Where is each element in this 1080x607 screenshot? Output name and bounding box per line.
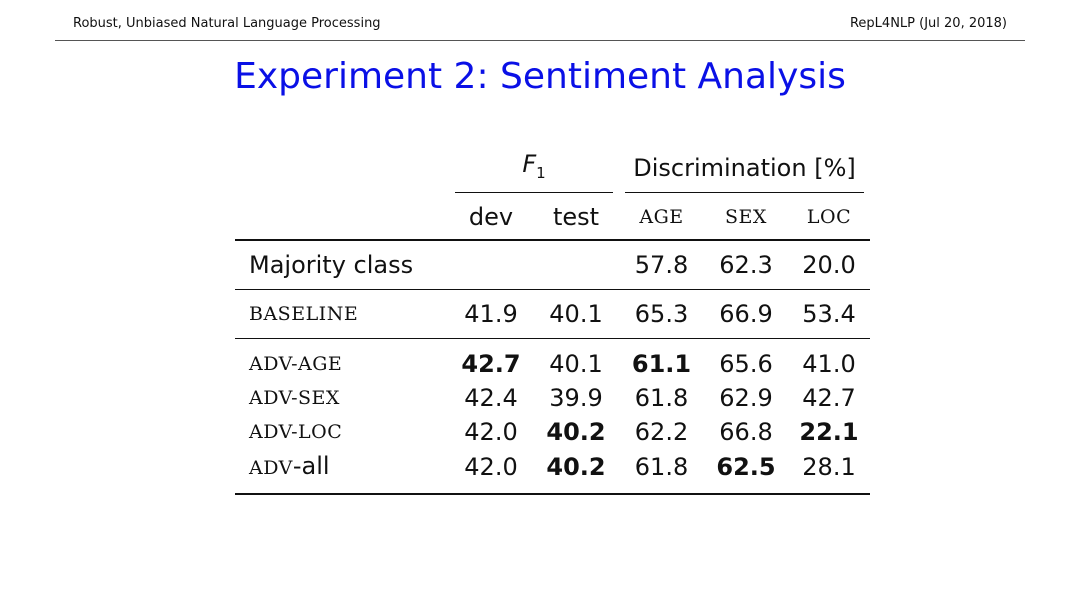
row-label: Majority class xyxy=(235,239,449,290)
f1-label: F1 xyxy=(522,150,546,182)
header-right-venue: RepL4NLP (Jul 20, 2018) xyxy=(849,16,1007,31)
table-row-adv-age: ADV-AGE 42.7 40.1 61.1 65.6 41.0 xyxy=(235,338,870,381)
discrimination-group-header: Discrimination [%] xyxy=(619,142,870,195)
row-label: ADV-SEX xyxy=(249,386,340,409)
col-header-test: test xyxy=(533,194,619,241)
table-row-baseline: BASELINE 41.9 40.1 65.3 66.9 53.4 xyxy=(235,289,870,339)
col-header-age: AGE xyxy=(619,194,704,241)
row-label: ADV-LOC xyxy=(249,420,343,443)
table-row-adv-all: ADV-all 42.0 40.2 61.8 62.5 28.1 xyxy=(235,448,870,495)
table-row-majority: Majority class 57.8 62.3 20.0 xyxy=(235,239,870,290)
column-header-row: dev test AGE SEX LOC xyxy=(235,194,870,241)
row-label: ADV-all xyxy=(235,448,449,495)
col-header-loc: LOC xyxy=(788,194,870,241)
group-header-row: F1 Discrimination [%] xyxy=(235,142,870,195)
row-label: BASELINE xyxy=(235,289,449,339)
table-row-adv-loc: ADV-LOC 42.0 40.2 62.2 66.8 22.1 xyxy=(235,415,870,449)
f1-underline xyxy=(455,191,613,193)
discrimination-underline xyxy=(625,191,864,193)
results-table: F1 Discrimination [%] dev test AGE SEX L… xyxy=(235,142,870,495)
slide-title: Experiment 2: Sentiment Analysis xyxy=(234,56,846,97)
empty-corner-cell xyxy=(235,142,449,195)
col-header-sex: SEX xyxy=(704,194,788,241)
row-label: ADV-AGE xyxy=(249,352,343,375)
header-left-title: Robust, Unbiased Natural Language Proces… xyxy=(73,16,381,31)
results-table-container: F1 Discrimination [%] dev test AGE SEX L… xyxy=(235,142,870,495)
f1-group-header: F1 xyxy=(449,142,619,195)
table-row-adv-sex: ADV-SEX 42.4 39.9 61.8 62.9 42.7 xyxy=(235,381,870,415)
header-divider xyxy=(55,40,1025,41)
col-header-dev: dev xyxy=(449,194,533,241)
